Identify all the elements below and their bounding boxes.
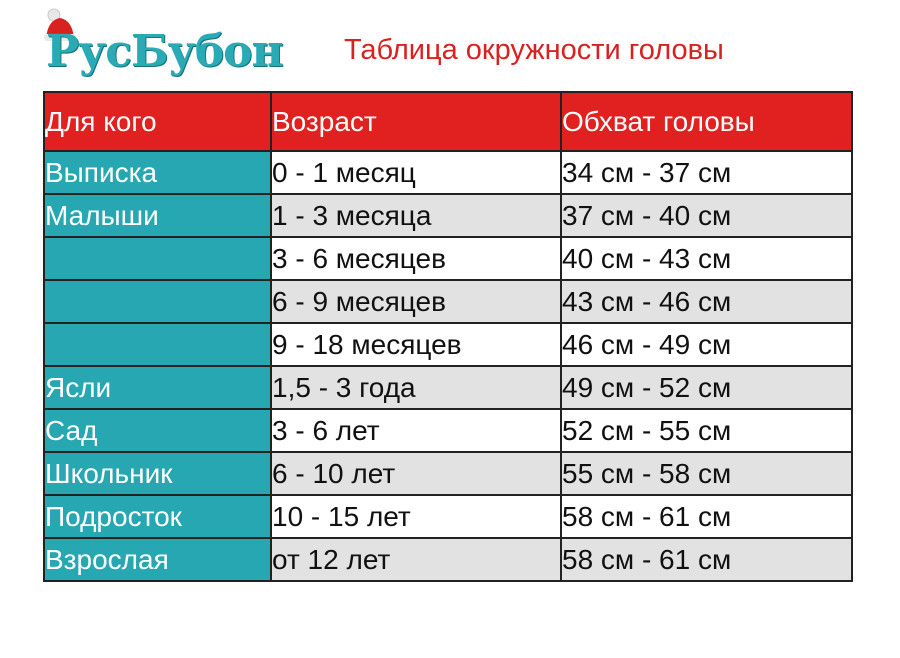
cell-who — [43, 322, 272, 367]
table-row: Ясли 1,5 - 3 года 49 см - 52 см — [43, 365, 853, 410]
cell-age: от 12 лет — [270, 537, 562, 582]
cell-head: 52 см - 55 см — [560, 408, 853, 453]
table-header-row: Для кого Возраст Обхват головы — [43, 91, 853, 152]
table-row: Малыши 1 - 3 месяца 37 см - 40 см — [43, 193, 853, 238]
cell-who: Выписка — [43, 150, 272, 195]
header-head-circumference: Обхват головы — [560, 91, 853, 152]
cell-head: 55 см - 58 см — [560, 451, 853, 496]
cell-age: 1 - 3 месяца — [270, 193, 562, 238]
header-who: Для кого — [43, 91, 272, 152]
cell-head: 58 см - 61 см — [560, 494, 853, 539]
cell-who: Сад — [43, 408, 272, 453]
cell-head: 46 см - 49 см — [560, 322, 853, 367]
cell-who — [43, 279, 272, 324]
cell-who: Подросток — [43, 494, 272, 539]
cell-age: 6 - 9 месяцев — [270, 279, 562, 324]
cell-age: 9 - 18 месяцев — [270, 322, 562, 367]
table-row: Взрослая от 12 лет 58 см - 61 см — [43, 537, 853, 582]
cell-who: Малыши — [43, 193, 272, 238]
cell-head: 34 см - 37 см — [560, 150, 853, 195]
brand-logo: РусБубон — [40, 8, 284, 88]
table-row: 6 - 9 месяцев 43 см - 46 см — [43, 279, 853, 324]
brand-text: РусБубон — [46, 26, 284, 77]
cell-head: 40 см - 43 см — [560, 236, 853, 281]
cell-who: Школьник — [43, 451, 272, 496]
header-age: Возраст — [270, 91, 562, 152]
table-row: Выписка 0 - 1 месяц 34 см - 37 см — [43, 150, 853, 195]
head-size-table: Для кого Возраст Обхват головы Выписка 0… — [43, 91, 853, 582]
page-title: Таблица окружности головы — [344, 34, 724, 66]
cell-head: 37 см - 40 см — [560, 193, 853, 238]
cell-head: 58 см - 61 см — [560, 537, 853, 582]
cell-age: 10 - 15 лет — [270, 494, 562, 539]
cell-head: 43 см - 46 см — [560, 279, 853, 324]
cell-who — [43, 236, 272, 281]
cell-age: 6 - 10 лет — [270, 451, 562, 496]
cell-age: 0 - 1 месяц — [270, 150, 562, 195]
hat-icon — [44, 8, 76, 41]
cell-who: Взрослая — [43, 537, 272, 582]
table-row: 9 - 18 месяцев 46 см - 49 см — [43, 322, 853, 367]
table-row: Сад 3 - 6 лет 52 см - 55 см — [43, 408, 853, 453]
table-row: Школьник 6 - 10 лет 55 см - 58 см — [43, 451, 853, 496]
table-row: Подросток 10 - 15 лет 58 см - 61 см — [43, 494, 853, 539]
cell-age: 3 - 6 месяцев — [270, 236, 562, 281]
cell-age: 3 - 6 лет — [270, 408, 562, 453]
table-row: 3 - 6 месяцев 40 см - 43 см — [43, 236, 853, 281]
cell-head: 49 см - 52 см — [560, 365, 853, 410]
cell-who: Ясли — [43, 365, 272, 410]
cell-age: 1,5 - 3 года — [270, 365, 562, 410]
